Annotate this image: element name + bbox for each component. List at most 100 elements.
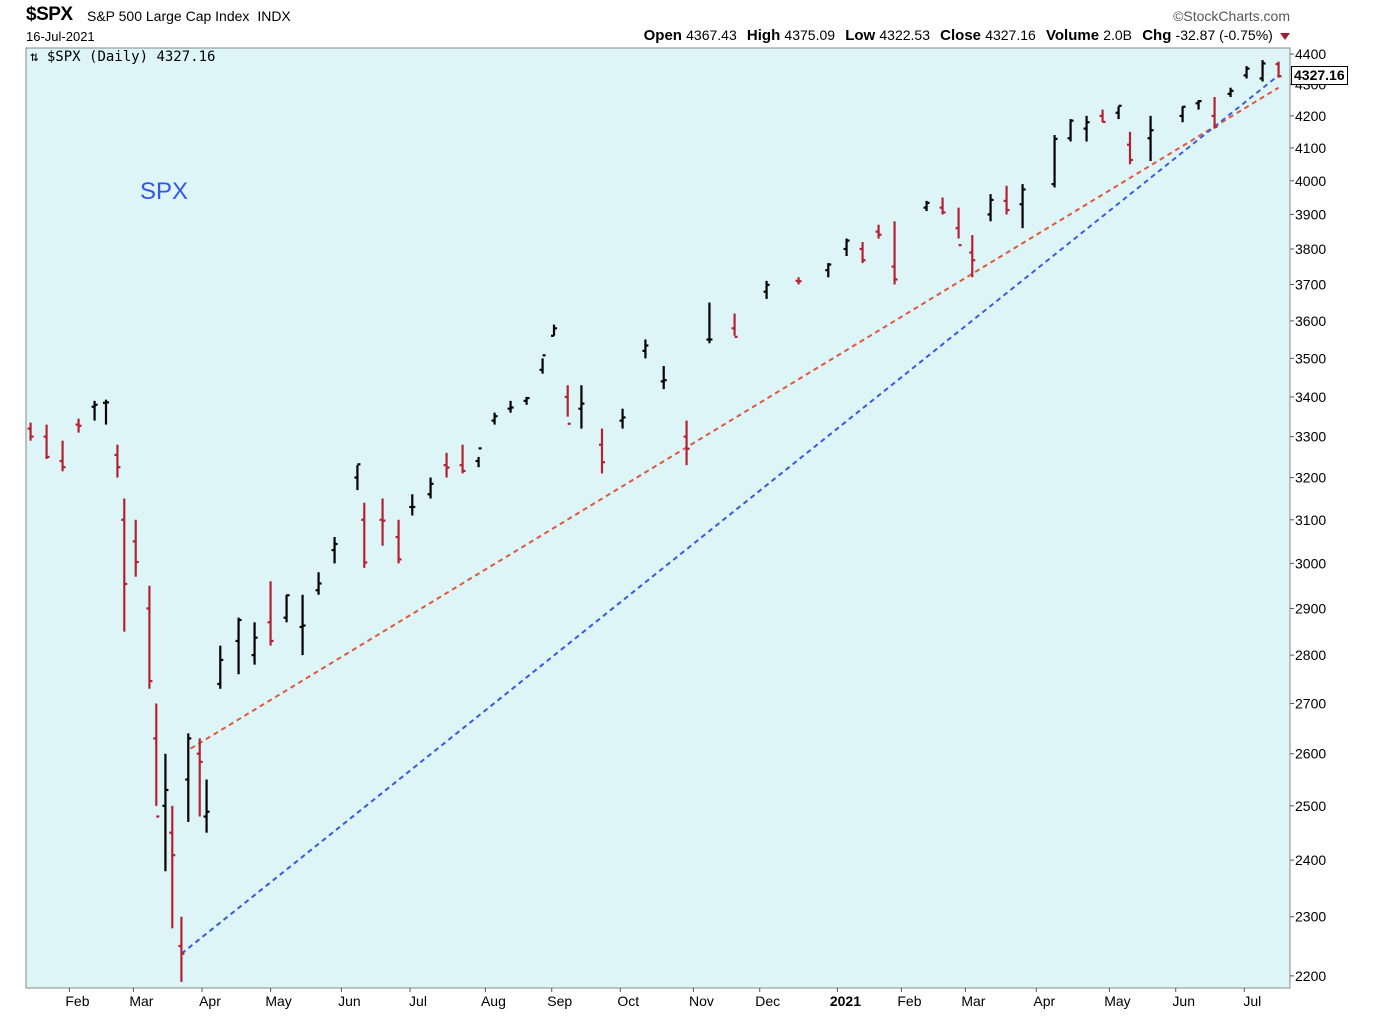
y-tick-label: 2800 (1295, 647, 1326, 663)
ohlc-bar (875, 224, 882, 239)
ohlc-bar (267, 581, 274, 646)
ohlc-bar (660, 365, 667, 390)
x-tick-label: Nov (689, 993, 714, 1009)
index-name: S&P 500 Large Cap Index (87, 8, 250, 24)
ohlc-bar (1211, 97, 1218, 129)
ohlc-bar (1275, 61, 1282, 78)
x-tick-label: Jul (1243, 993, 1261, 1009)
x-tick-label: Mar (129, 993, 153, 1009)
open-label: Open (643, 27, 682, 44)
ohlc-bar (564, 385, 571, 425)
ohlc-bar (178, 916, 185, 982)
ohlc-bar (121, 498, 128, 632)
close-label: Close (940, 27, 982, 44)
y-tick-label: 2900 (1295, 600, 1326, 616)
ohlc-bar (731, 313, 738, 338)
ohlc-bar (361, 502, 368, 568)
ohlc-bar (59, 440, 66, 472)
ohlc-bar (409, 494, 416, 516)
x-tick-label: Jun (338, 993, 361, 1009)
x-tick-label: Dec (755, 993, 780, 1009)
x-tick-label: Apr (199, 993, 221, 1009)
ohlc-summary: Open 4367.43 High 4375.09 Low 4322.53 Cl… (644, 27, 1290, 44)
ohlc-bar (75, 418, 82, 433)
high-value: 4375.09 (784, 27, 836, 43)
ohlc-bar (891, 221, 898, 285)
ohlc-bar (683, 420, 690, 466)
ohlc-bar (507, 400, 514, 413)
ohlc-bar (987, 194, 994, 222)
ohlc-bar (27, 422, 34, 441)
y-tick-label: 2400 (1295, 852, 1326, 868)
ohlc-bar (162, 753, 169, 872)
ohlc-bar (1083, 115, 1090, 142)
chart-annotation: SPX (140, 178, 189, 205)
ohlc-bar (599, 428, 605, 474)
ohlc-bar (619, 408, 626, 429)
ohlc-bar (763, 280, 770, 299)
ohlc-bar (706, 302, 713, 344)
ohlc-bar (578, 385, 585, 429)
ohlc-bar (299, 594, 306, 656)
y-tick-label: 3500 (1295, 350, 1326, 366)
ohlc-bar (114, 444, 121, 478)
x-tick-label: May (1104, 993, 1130, 1009)
ohlc-bar (1115, 104, 1122, 120)
ohlc-bar (523, 396, 530, 405)
exchange-label: INDX (257, 8, 291, 24)
ohlc-bar (795, 277, 802, 285)
ohlc-bar (132, 519, 139, 577)
trendline-blue (180, 74, 1280, 955)
ohlc-bar (843, 238, 850, 257)
ohlc-bar (969, 235, 976, 278)
ohlc-bar (1067, 119, 1074, 142)
y-tick-label: 2500 (1295, 798, 1326, 814)
y-tick-label: 3300 (1295, 429, 1326, 445)
chg-label: Chg (1142, 27, 1172, 44)
y-tick-label: 3200 (1295, 470, 1326, 486)
ohlc-bar (825, 263, 832, 278)
y-tick-label: 3100 (1295, 512, 1326, 528)
ohlc-bar (1003, 185, 1010, 215)
ohlc-bar (251, 622, 258, 665)
ohlc-bar (91, 400, 98, 421)
y-tick-label: 3600 (1295, 313, 1326, 329)
ohlc-bar (395, 519, 402, 564)
y-tick-label: 2700 (1295, 695, 1326, 711)
ohlc-bar (196, 738, 203, 817)
last-price-marker: 4327.16 (1291, 66, 1348, 86)
y-tick-label: 4100 (1295, 140, 1326, 156)
plot-area (25, 47, 1291, 989)
x-tick-label: 2021 (830, 993, 861, 1009)
ohlc-bar (146, 585, 153, 689)
ohlc-bar (1179, 105, 1186, 123)
ohlc-bar (859, 242, 866, 264)
chg-value: -32.87 (-0.75%) (1175, 27, 1273, 43)
x-tick-label: Mar (961, 993, 985, 1009)
chart-legend: ⇅ $SPX (Daily) 4327.16 (30, 49, 215, 65)
legend-bars-icon: ⇅ (30, 49, 39, 65)
brand-label[interactable]: ©StockCharts.com (1173, 8, 1290, 24)
y-tick-label: 2300 (1295, 909, 1326, 925)
ohlc-bar (217, 645, 224, 689)
ohlc-bar (427, 477, 434, 499)
down-triangle-icon (1280, 32, 1290, 40)
ohlc-bar (1243, 66, 1250, 79)
y-tick-label: 4000 (1295, 173, 1326, 189)
y-tick-label: 4400 (1295, 46, 1326, 62)
ohlc-bar (923, 200, 930, 212)
ohlc-bar (955, 207, 962, 247)
ohlc-bar (539, 354, 546, 374)
ohlc-bar (443, 452, 450, 478)
x-tick-label: May (265, 993, 291, 1009)
ohlc-bar (491, 412, 498, 425)
y-tick-label: 3400 (1295, 389, 1326, 405)
ohlc-bar (475, 447, 482, 468)
legend-text: $SPX (Daily) 4327.16 (46, 49, 216, 65)
x-tick-label: Feb (65, 993, 89, 1009)
x-tick-label: Apr (1033, 993, 1055, 1009)
chart-name: S&P 500 Large Cap Index INDX (87, 8, 291, 24)
ohlc-bar (939, 197, 946, 215)
ohlc-bar (354, 463, 361, 491)
